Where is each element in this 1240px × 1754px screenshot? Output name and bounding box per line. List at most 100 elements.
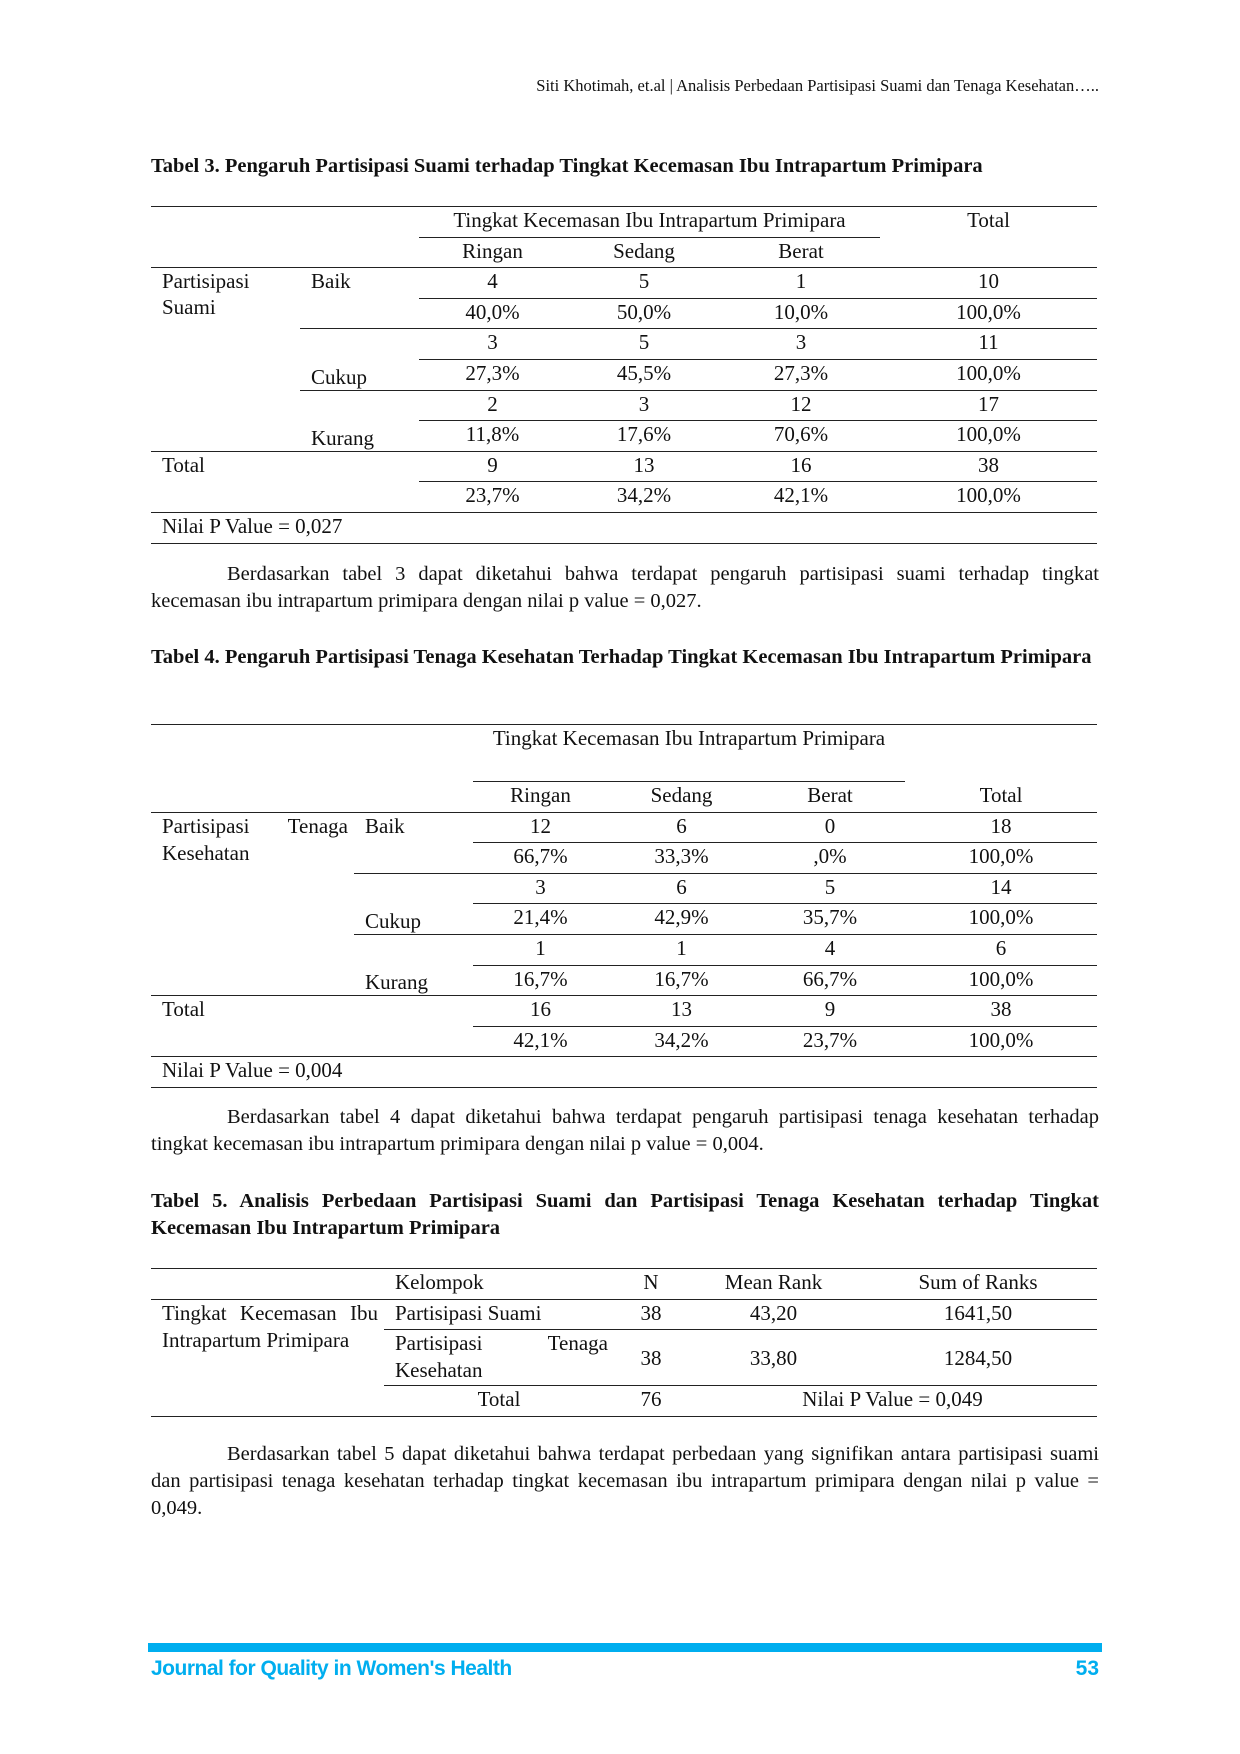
cell: 5 xyxy=(566,267,722,299)
total-label: Total xyxy=(477,1387,521,1412)
table-row: 16,7% 16,7% 66,7% 100,0% xyxy=(151,965,1098,997)
cell: 6 xyxy=(905,934,1098,966)
cell: 23,7% xyxy=(419,481,566,513)
total-row: 42,1% 34,2% 23,7% 100,0% xyxy=(151,1026,1098,1058)
cell: 3 xyxy=(419,328,566,360)
cell: ,0% xyxy=(755,842,906,874)
row-label: Cukup xyxy=(354,873,473,935)
cell: 3 xyxy=(473,873,608,905)
paragraph: Berdasarkan tabel 4 dapat diketahui bahw… xyxy=(151,1106,1099,1155)
p-value: Nilai P Value = 0,027 xyxy=(151,512,1097,544)
col-header: Ringan xyxy=(419,237,566,269)
total-row: Total 9 13 16 38 xyxy=(151,451,1097,513)
table-row: 40,0% 50,0% 10,0% 100,0% xyxy=(151,298,1097,330)
cell: 17 xyxy=(880,390,1097,422)
cell: 33,3% xyxy=(608,842,755,874)
cell: 21,4% xyxy=(473,903,608,935)
cell: 38 xyxy=(614,1299,688,1331)
journal-name: Journal for Quality in Women's Health xyxy=(151,1657,512,1680)
cell: 76 xyxy=(640,1387,662,1412)
total-row: Total 16 13 9 38 xyxy=(151,995,1098,1058)
running-head: Siti Khotimah, et.al | Analisis Perbedaa… xyxy=(536,76,1099,95)
cell: 100,0% xyxy=(905,903,1098,935)
col-header: Berat xyxy=(755,781,906,813)
cell: 6 xyxy=(608,812,755,844)
cell: 100,0% xyxy=(880,298,1097,330)
cell: 10 xyxy=(880,267,1097,299)
cell: 100,0% xyxy=(880,420,1097,452)
cell: 13 xyxy=(566,451,722,483)
row-label: Kurang xyxy=(354,934,473,997)
table-row: Partisipasi Suami Baik 4 5 1 10 xyxy=(151,267,1097,452)
col-header: N xyxy=(614,1268,688,1300)
total-label: Total xyxy=(151,995,473,1058)
cell: 2 xyxy=(419,390,566,422)
cell: 4 xyxy=(755,934,906,966)
cell: 66,7% xyxy=(755,965,906,997)
table-row: Cukup 3 5 3 11 xyxy=(151,328,1097,391)
cell: 11,8% xyxy=(419,420,566,452)
row-label: Cukup xyxy=(300,328,419,391)
cell: 100,0% xyxy=(905,1026,1098,1058)
cell: 3 xyxy=(566,390,722,422)
cell: 38 xyxy=(614,1329,688,1387)
cell: 10,0% xyxy=(722,298,880,330)
cell: 9 xyxy=(419,451,566,483)
cell: 33,80 xyxy=(688,1329,859,1387)
cell: 0 xyxy=(755,812,906,844)
table-row: Tingkat Kecemasan Ibu Intrapartum Primip… xyxy=(151,1299,1097,1352)
cell: 43,20 xyxy=(688,1299,859,1331)
p-value: Nilai P Value = 0,004 xyxy=(151,1056,1098,1088)
row-label: Baik xyxy=(354,812,473,874)
table-row: Partisipasi Tenaga Kesehatan 38 33,80 12… xyxy=(151,1329,1097,1387)
cell: 34,2% xyxy=(608,1026,755,1058)
cell: 1 xyxy=(608,934,755,966)
table5-title: Tabel 5. Analisis Perbedaan Partisipasi … xyxy=(151,1190,1099,1239)
col-header: Kelompok xyxy=(384,1268,614,1300)
cell: 100,0% xyxy=(880,481,1097,513)
cell: 42,1% xyxy=(473,1026,608,1058)
cell: 12 xyxy=(473,812,608,844)
cell: 23,7% xyxy=(755,1026,906,1058)
col-header: Sum of Ranks xyxy=(859,1268,1097,1300)
cell: 4 xyxy=(419,267,566,299)
cell: 5 xyxy=(566,328,722,360)
cell: 35,7% xyxy=(755,903,906,935)
row-group-label: Partisipasi Suami xyxy=(151,267,300,452)
p-value: Nilai P Value = 0,049 xyxy=(802,1387,983,1412)
cell: 42,9% xyxy=(608,903,755,935)
cell: 12 xyxy=(722,390,880,422)
cell: Partisipasi Suami xyxy=(384,1299,614,1331)
cell: 42,1% xyxy=(722,481,880,513)
table-row: Partisipasi Tenaga Kesehatan Baik 12 6 0… xyxy=(151,812,1098,997)
cell: 16,7% xyxy=(473,965,608,997)
cell: 18 xyxy=(905,812,1098,844)
row-label: Baik xyxy=(300,267,419,330)
cell: 13 xyxy=(608,995,755,1027)
cell: 38 xyxy=(880,451,1097,483)
cell: 9 xyxy=(755,995,906,1027)
table-row: Cukup 3 6 5 14 xyxy=(151,873,1098,935)
cell: 1284,50 xyxy=(859,1329,1097,1387)
cell: 11 xyxy=(880,328,1097,360)
cell: 100,0% xyxy=(880,359,1097,391)
total-row: 23,7% 34,2% 42,1% 100,0% xyxy=(151,481,1097,513)
cell: 66,7% xyxy=(473,842,608,874)
table-row: 11,8% 17,6% 70,6% 100,0% xyxy=(151,420,1097,452)
cell: 100,0% xyxy=(905,965,1098,997)
cell: 16 xyxy=(473,995,608,1027)
cell: 40,0% xyxy=(419,298,566,330)
cell: 6 xyxy=(608,873,755,905)
cell: 1 xyxy=(473,934,608,966)
cell: 70,6% xyxy=(722,420,880,452)
col-header: Berat xyxy=(722,237,880,269)
table4: Tingkat Kecemasan Ibu Intrapartum Primip… xyxy=(151,724,1098,1088)
cell: 27,3% xyxy=(722,359,880,391)
cell: 16,7% xyxy=(608,965,755,997)
total-header: Total xyxy=(880,206,1097,269)
cell: 5 xyxy=(755,873,906,905)
table3-title: Tabel 3. Pengaruh Partisipasi Suami terh… xyxy=(151,155,983,177)
cell: 16 xyxy=(722,451,880,483)
group-header: Tingkat Kecemasan Ibu Intrapartum Primip… xyxy=(419,206,880,238)
table-row: 27,3% 45,5% 27,3% 100,0% xyxy=(151,359,1097,391)
